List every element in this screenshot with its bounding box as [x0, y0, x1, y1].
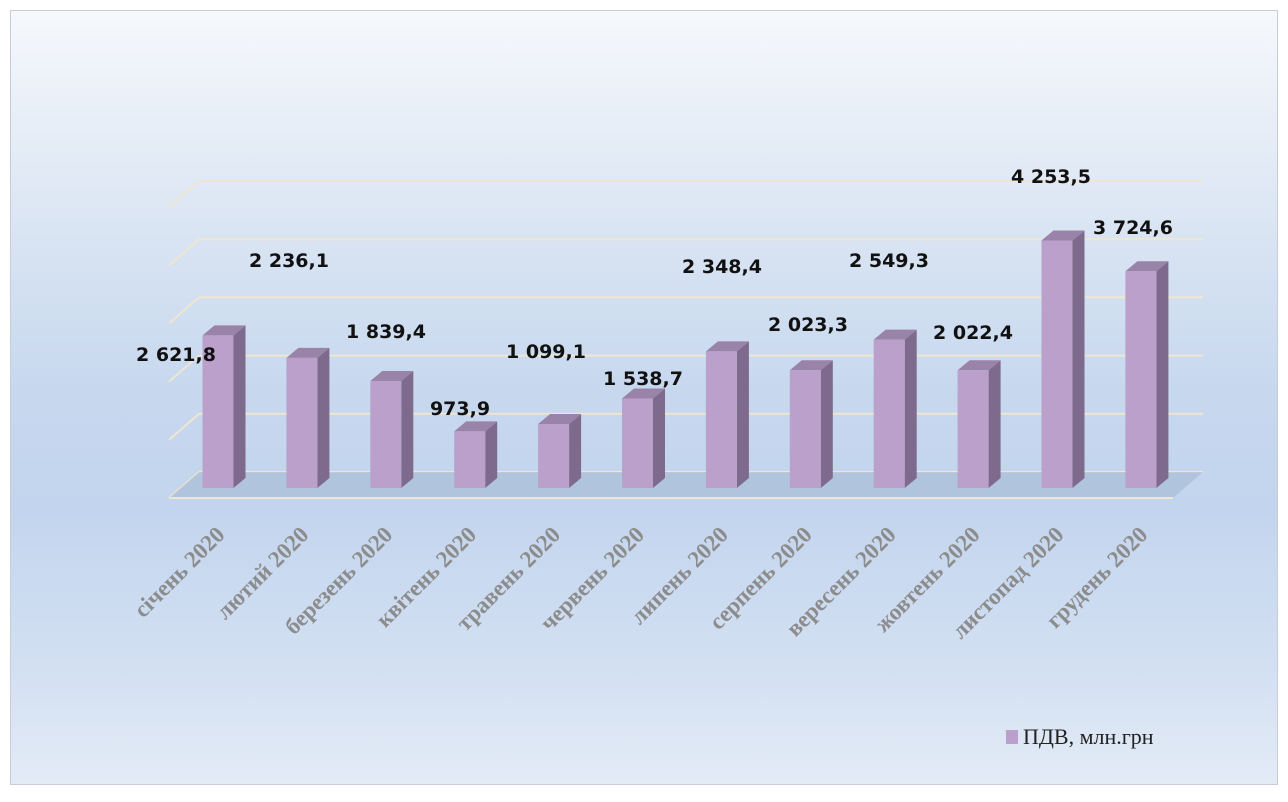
data-label: 2 023,3 [768, 314, 848, 336]
data-label: 2 236,1 [249, 250, 329, 272]
data-label: 2 549,3 [849, 250, 929, 272]
legend-swatch [1006, 730, 1018, 744]
bar-front [202, 335, 234, 488]
bar-side [736, 341, 749, 488]
bar-top [705, 341, 749, 352]
bar [286, 347, 330, 488]
bar [789, 360, 833, 488]
bar-top [286, 347, 330, 358]
bar-side [317, 347, 330, 488]
bar [873, 329, 917, 488]
bar-front [538, 424, 570, 488]
bar-top [873, 329, 917, 340]
gridline-depth [168, 413, 200, 441]
data-label: 973,9 [430, 398, 490, 420]
bar-side [233, 325, 246, 488]
bar-front [789, 370, 821, 488]
data-label: 1 538,7 [603, 368, 683, 390]
bar-top [789, 360, 833, 371]
chart-floor [169, 472, 1203, 498]
bar-top [1125, 261, 1169, 272]
data-label: 4 253,5 [1011, 166, 1091, 188]
data-label: 2 621,8 [136, 344, 216, 366]
bar-front [454, 431, 486, 488]
bar-top [622, 388, 665, 399]
bar-top [202, 325, 246, 336]
gridline-depth [168, 180, 200, 208]
bar-front [286, 357, 318, 488]
chart-frame: 2 621,8 січень 2020 2 236,1 лютий 2020 1 839… [10, 10, 1278, 785]
bar-front [705, 351, 737, 488]
bar [202, 325, 246, 488]
bar-top [538, 414, 582, 425]
bar-front [957, 370, 989, 488]
bar-top [370, 370, 414, 381]
data-label: 3 724,6 [1093, 217, 1173, 239]
data-label: 1 839,4 [346, 321, 426, 343]
gridline-depth [168, 296, 200, 325]
bar-side [401, 370, 414, 488]
bar-front [1041, 240, 1073, 488]
data-label: 2 348,4 [682, 256, 762, 278]
data-label: 1 099,1 [506, 341, 586, 363]
bar-top [1041, 230, 1085, 241]
bar [370, 370, 414, 488]
bar-top [957, 360, 1001, 371]
bar-front [622, 398, 653, 488]
bar-top [454, 421, 498, 432]
bar-front [873, 339, 905, 488]
bar-side [569, 414, 582, 488]
bar-front [1125, 271, 1157, 488]
bar [622, 388, 665, 488]
bar-side [820, 360, 833, 488]
bar-side [988, 360, 1001, 488]
gridline-depth [168, 238, 200, 266]
bar [454, 421, 498, 488]
legend-label: ПДВ, млн.грн [1023, 724, 1154, 749]
gridline-depth [168, 354, 200, 383]
bar [705, 341, 749, 488]
bar [538, 414, 582, 488]
bar-side [653, 388, 665, 488]
bar [957, 360, 1001, 488]
bar-side [1072, 230, 1085, 489]
bar [1041, 230, 1085, 489]
bar [1125, 261, 1169, 488]
bar-side [485, 421, 498, 488]
bar-side [1156, 261, 1169, 488]
bar-front [370, 380, 402, 488]
data-label: 2 022,4 [933, 322, 1013, 344]
bar-side [904, 329, 917, 488]
